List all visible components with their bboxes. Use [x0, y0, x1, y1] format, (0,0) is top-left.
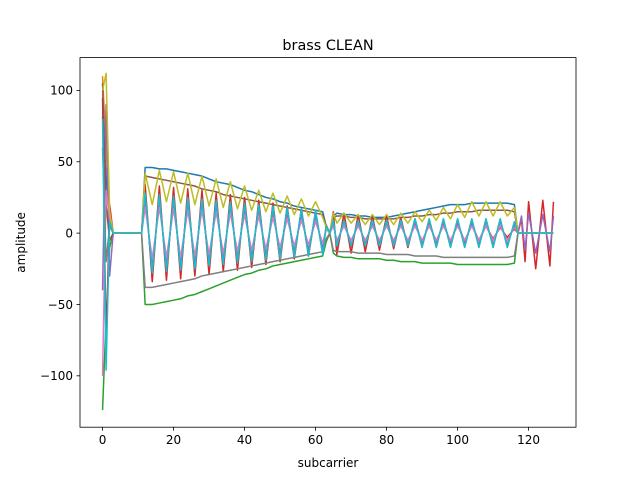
- series-line-6: [101, 83, 554, 242]
- series-group: [101, 72, 555, 411]
- axes-frame: [79, 57, 577, 428]
- y-tick-label: 0: [65, 226, 73, 240]
- y-axis-label: amplitude: [14, 212, 28, 273]
- series-line-10: [101, 118, 554, 371]
- x-tick-label: 40: [237, 433, 252, 447]
- y-axis: −100 −50 0 50 100: [40, 84, 80, 383]
- series-line-9: [101, 72, 554, 234]
- series-line-1: [101, 116, 554, 234]
- x-tick-label: 20: [166, 433, 181, 447]
- chart-title: brass CLEAN: [282, 38, 373, 54]
- plot-area: [101, 72, 555, 411]
- x-axis-label: subcarrier: [298, 456, 359, 470]
- series-line-3: [101, 232, 554, 411]
- x-tick-label: 100: [446, 433, 469, 447]
- y-tick-label: 50: [58, 155, 73, 169]
- x-tick-label: 0: [99, 433, 107, 447]
- y-tick-label: −100: [40, 369, 73, 383]
- x-tick-label: 80: [379, 433, 394, 447]
- x-axis: 0 20 40 60 80 100 120: [99, 427, 540, 447]
- y-tick-label: 100: [50, 84, 73, 98]
- x-tick-label: 60: [308, 433, 323, 447]
- y-tick-label: −50: [48, 298, 73, 312]
- x-tick-label: 120: [517, 433, 540, 447]
